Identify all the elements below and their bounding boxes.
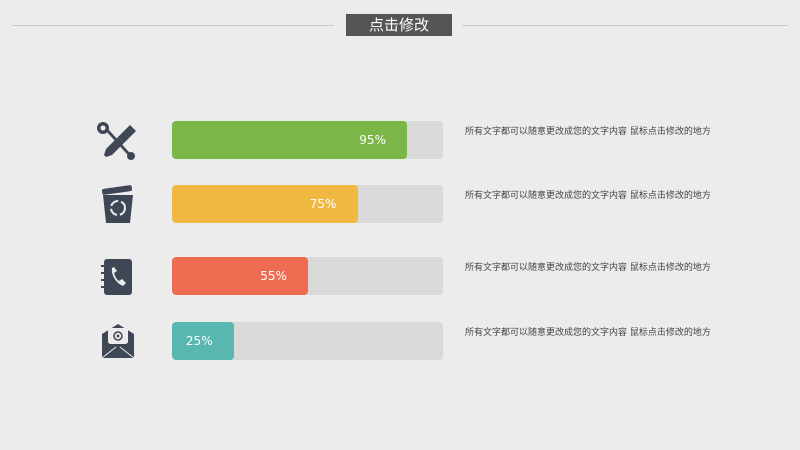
email-icon — [96, 322, 140, 362]
header-rule-right — [462, 25, 788, 26]
tools-icon — [96, 121, 140, 161]
progress-track: 25% — [172, 322, 443, 360]
recycle-bin-icon — [96, 185, 140, 225]
progress-fill — [172, 121, 408, 159]
description-text[interactable]: 所有文字都可以随意更改成您的文字内容 鼠标点击修改的地方 — [465, 328, 711, 338]
progress-fill — [172, 185, 358, 223]
progress-fill — [172, 257, 309, 295]
progress-fill — [172, 322, 234, 360]
progress-value-label: 95% — [359, 133, 386, 147]
progress-row-2: 75% 所有文字都可以随意更改成您的文字内容 鼠标点击修改的地方 — [0, 185, 800, 225]
header-rule-left — [12, 25, 334, 26]
progress-value-label: 25% — [185, 334, 213, 348]
progress-row-4: 25% 所有文字都可以随意更改成您的文字内容 鼠标点击修改的地方 — [0, 322, 800, 362]
description-text[interactable]: 所有文字都可以随意更改成您的文字内容 鼠标点击修改的地方 — [465, 263, 711, 273]
progress-track: 95% — [172, 121, 443, 159]
page-title[interactable]: 点击修改 — [346, 14, 452, 36]
progress-track: 55% — [172, 257, 443, 295]
progress-row-3: 55% 所有文字都可以随意更改成您的文字内容 鼠标点击修改的地方 — [0, 257, 800, 297]
phone-book-icon — [96, 257, 140, 297]
description-text[interactable]: 所有文字都可以随意更改成您的文字内容 鼠标点击修改的地方 — [465, 127, 711, 137]
progress-row-1: 95% 所有文字都可以随意更改成您的文字内容 鼠标点击修改的地方 — [0, 121, 800, 161]
progress-track: 75% — [172, 185, 443, 223]
progress-value-label: 55% — [260, 269, 287, 283]
progress-value-label: 75% — [309, 197, 337, 211]
description-text[interactable]: 所有文字都可以随意更改成您的文字内容 鼠标点击修改的地方 — [465, 191, 711, 201]
